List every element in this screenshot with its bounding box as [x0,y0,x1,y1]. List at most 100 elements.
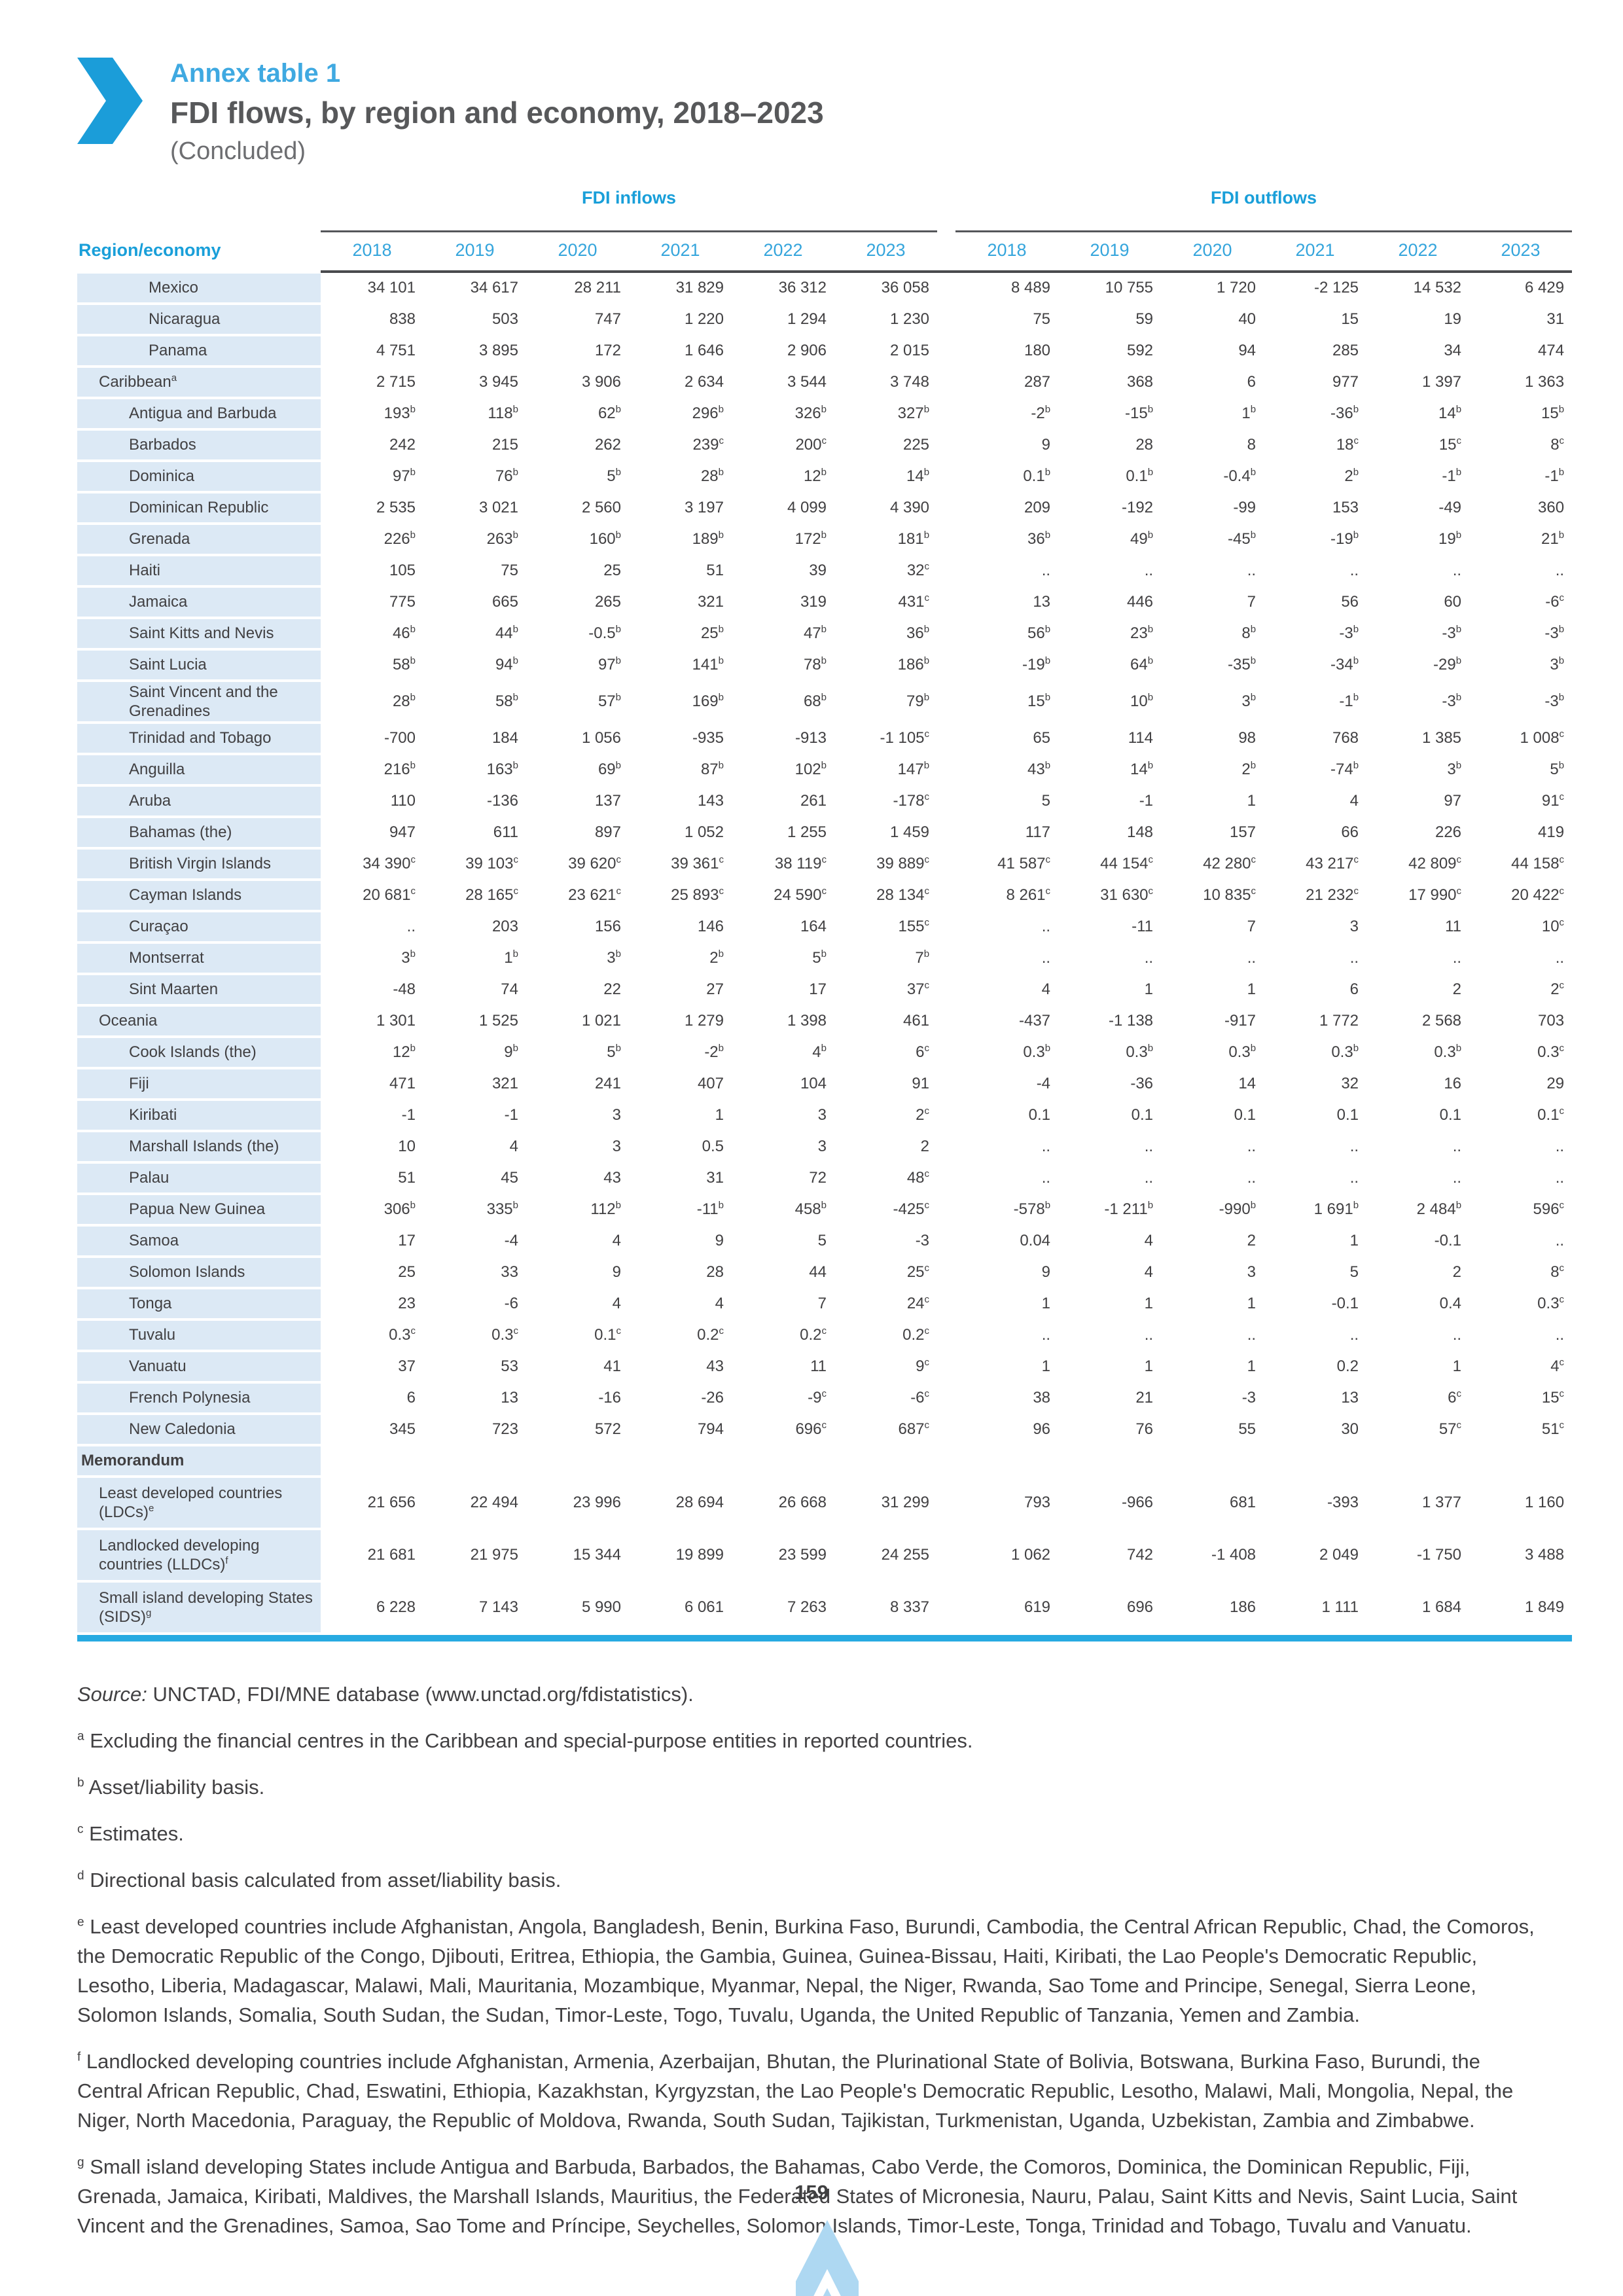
row-label: Landlocked developing countries (LLDCs)f [77,1528,321,1583]
value-cell: 209 [1024,498,1051,516]
value-cell: 4 [612,1294,621,1312]
value-cell: 66 [1341,823,1359,841]
column-gap [937,785,955,817]
value-cell: 25 [603,561,621,579]
value-cell: 768 [1332,728,1359,747]
value-cell: 23 621c [568,885,621,904]
value-cell: 2 634 [684,372,724,391]
value-cell: 21b [1541,529,1565,548]
value-cell: 65 [1033,728,1051,747]
row-label: Least developed countries (LDCs)e [77,1476,321,1530]
value-cell: 141b [692,655,724,673]
value-cell: 97 [1444,791,1462,810]
value-cell: 23b [1130,623,1154,642]
column-gap [937,911,955,942]
value-cell [1366,1445,1469,1477]
value-cell: 6c [1448,1388,1462,1407]
table-row: Sint Maarten -48 74 22 27 17 37c 4 1 1 6 2 2c [77,973,1572,1007]
value-cell: -3b [1544,623,1565,642]
value-cell: 9 [715,1231,724,1249]
value-cell: 419 [1538,823,1565,841]
row-label: Mexico [77,270,321,305]
value-cell: .. [1144,1168,1154,1187]
value-cell: 793 [1024,1493,1051,1511]
column-gap [937,1382,955,1414]
fdi-flows-table: FDI inflows FDI outflows Region/economy … [77,187,1573,1635]
value-cell: 46b [392,623,416,642]
value-cell: 15b [1027,691,1051,710]
value-cell: -11b [696,1199,724,1218]
value-cell: 200c [795,435,827,454]
value-cell [1161,1445,1264,1477]
column-gap [937,1225,955,1257]
value-cell: 25 [398,1263,416,1281]
value-cell: 28 165c [465,885,518,904]
column-gap [937,1162,955,1194]
value-cell: 4c [1550,1356,1565,1375]
value-cell: 163b [486,759,518,778]
table-row: Palau 51 45 43 31 72 48c............ [77,1162,1572,1195]
value-cell: -15b [1125,403,1154,422]
value-cell: 25c [906,1262,930,1281]
value-cell: 30 [1341,1420,1359,1438]
row-label: Montserrat [77,942,321,975]
value-cell: 112b [590,1199,621,1218]
value-cell: 17 990c [1408,885,1462,904]
value-cell: 28b [392,691,416,710]
column-gap [937,429,955,461]
value-cell: 91c [1541,791,1565,810]
value-cell: 39 889c [876,853,930,872]
value-cell: 39 103c [465,853,518,872]
table-row: Solomon Islands 25 33 9 28 44 25c 9 4 3 5 2 8c [77,1256,1572,1289]
value-cell: -1b [1544,466,1565,485]
value-cell: 147b [897,759,930,778]
value-cell: 43b [1027,759,1051,778]
row-label: New Caledonia [77,1413,321,1446]
table-row: Dominican Republic 2 535 3 021 2 560 3 197 4 … [77,492,1572,525]
value-cell: 42 280c [1203,853,1257,872]
value-cell: 226 [1435,823,1462,841]
row-label: Barbados [77,429,321,462]
value-cell: -48 [393,980,416,998]
value-cell: 28 [1135,435,1154,454]
value-cell [732,1445,834,1477]
value-cell: .. [1144,1137,1154,1155]
value-cell: 17 [809,980,827,998]
value-cell: -1 105c [880,728,930,747]
value-cell: 1 691b [1313,1199,1359,1218]
value-cell: 34 390c [363,853,416,872]
table-row: Tuvalu 0.3c 0.3c 0.1c 0.2c 0.2c 0.2c..........… [77,1319,1572,1352]
value-cell: 36b [906,623,930,642]
row-label: Saint Lucia [77,649,321,682]
column-gap [937,304,955,335]
value-cell: 327b [897,403,930,422]
value-cell: 97b [597,655,621,673]
column-gap [937,754,955,785]
value-cell: 91 [912,1074,930,1092]
value-cell: 1 [1144,1357,1154,1375]
value-cell: .. [1041,948,1051,967]
value-cell: 407 [697,1074,724,1092]
value-cell: 76 [1135,1420,1154,1438]
value-cell: 0.3c [1537,1293,1565,1312]
value-cell: 0.3c [491,1325,518,1344]
value-cell: 321 [697,592,724,611]
value-cell: 28b [700,466,724,485]
value-cell: -4 [504,1231,518,1249]
value-cell: 44 [809,1263,827,1281]
row-label: Oceania [77,1005,321,1038]
value-cell: 1 849 [1524,1598,1565,1616]
value-cell: -1b [1339,691,1359,710]
column-gap [937,524,955,555]
value-cell: 1 [1247,980,1257,998]
column-gap [937,492,955,524]
value-cell: .. [1555,1325,1565,1344]
row-label: Sint Maarten [77,973,321,1007]
value-cell: 69b [597,759,621,778]
value-cell: 118b [488,403,518,422]
value-cell: 3 [612,1105,621,1124]
region-economy-header: Region/economy [79,240,221,260]
value-cell: 31 [706,1168,724,1187]
value-cell: 22 [603,980,621,998]
year-header: 2018 [955,231,1059,273]
